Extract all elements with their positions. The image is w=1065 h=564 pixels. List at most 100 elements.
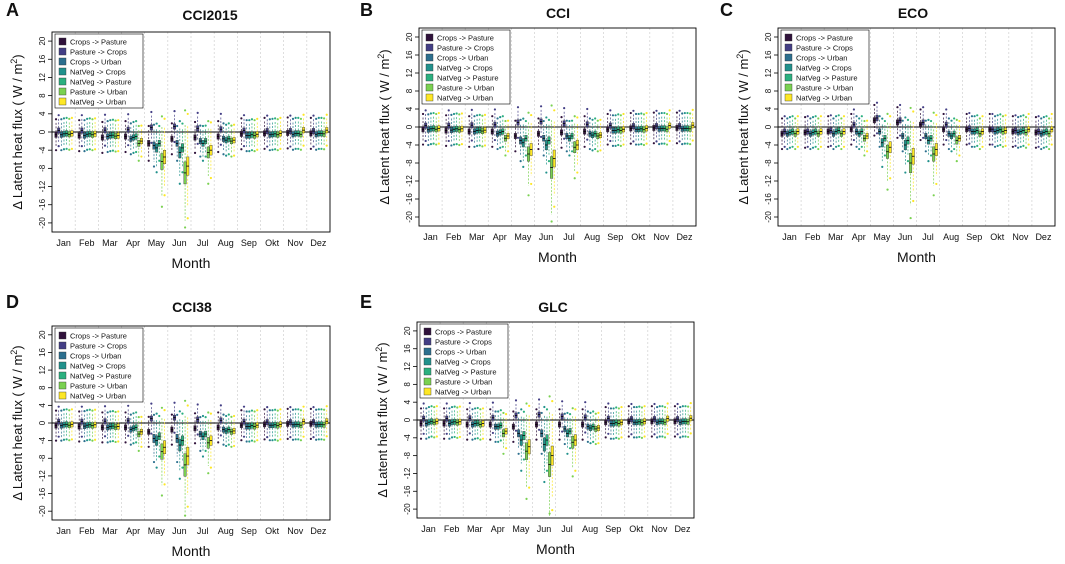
outlier-point [832, 147, 835, 151]
outlier-point [160, 406, 164, 409]
outlier-point [253, 410, 256, 413]
outlier-point [537, 398, 541, 401]
outlier-point [325, 144, 328, 147]
outlier-point [1040, 117, 1043, 120]
outlier-point [242, 114, 246, 117]
outlier-point [476, 406, 479, 410]
outlier-point [137, 124, 140, 128]
outlier-point [312, 114, 315, 117]
outlier-point [1024, 146, 1028, 149]
x-tick-label: Okt [629, 524, 644, 534]
outlier-point [553, 109, 556, 112]
outlier-point [111, 439, 115, 443]
outlier-point [65, 147, 68, 150]
outlier-point [62, 408, 66, 411]
outlier-point [545, 116, 548, 119]
outlier-point [665, 143, 669, 146]
outlier-point [248, 440, 251, 443]
outlier-point [514, 119, 517, 122]
outlier-point [140, 124, 143, 127]
outlier-point [576, 171, 579, 174]
outlier-point [455, 143, 458, 146]
outlier-point [117, 119, 120, 122]
x-tick-label: Feb [79, 238, 95, 248]
outlier-point [443, 437, 446, 440]
outlier-point [111, 149, 115, 152]
outlier-point [566, 411, 569, 415]
outlier-point [927, 118, 930, 121]
outlier-point [101, 151, 104, 155]
outlier-point [176, 460, 179, 464]
outlier-point [217, 150, 220, 154]
outlier-point [689, 143, 692, 146]
outlier-point [421, 112, 425, 116]
outlier-point [684, 435, 687, 438]
outlier-point [294, 408, 297, 411]
outlier-point [622, 143, 625, 146]
outlier-point [904, 116, 907, 119]
outlier-point [842, 115, 846, 118]
outlier-point [996, 144, 999, 147]
legend-label: Pasture -> Crops [437, 44, 494, 53]
outlier-point [640, 406, 644, 409]
outlier-point [576, 116, 579, 119]
outlier-point [566, 452, 569, 455]
outlier-point [266, 145, 269, 148]
legend-swatch [58, 331, 67, 340]
outlier-point [804, 146, 807, 149]
outlier-point [524, 119, 527, 123]
outlier-point [196, 142, 199, 145]
outlier-point [829, 114, 832, 117]
outlier-point [589, 411, 592, 414]
outlier-point [596, 150, 599, 153]
outlier-point [609, 109, 612, 112]
outlier-point [170, 122, 173, 125]
legend-frame [54, 327, 144, 403]
outlier-point [1014, 144, 1017, 147]
outlier-point [681, 435, 684, 438]
outlier-point [289, 406, 292, 409]
outlier-point [83, 119, 86, 122]
outlier-point [806, 145, 809, 148]
outlier-point [117, 410, 120, 413]
outlier-point [427, 405, 431, 409]
outlier-point [437, 111, 440, 115]
y-axis-label-text: Δ Latent heat flux ( W / m [736, 59, 751, 205]
outlier-point [320, 408, 323, 411]
outlier-point [528, 404, 531, 407]
outlier-point [219, 404, 222, 407]
outlier-point [274, 408, 277, 411]
outlier-point [898, 103, 902, 107]
outlier-point [811, 146, 815, 149]
outlier-point [561, 400, 564, 403]
outlier-point [103, 435, 107, 438]
outlier-point [289, 114, 292, 117]
outlier-point [794, 117, 797, 120]
outlier-point [468, 145, 471, 148]
outlier-point [80, 144, 83, 148]
outlier-point [604, 436, 607, 439]
outlier-point [309, 437, 312, 440]
outlier-point [435, 405, 438, 408]
outlier-point [266, 406, 269, 409]
outlier-point [140, 415, 143, 418]
x-tick-label: Mar [469, 232, 485, 242]
legend-swatch [58, 361, 67, 370]
outlier-point [291, 438, 295, 441]
x-tick-label: Apr [491, 524, 505, 534]
legend-label: NatVeg -> Pasture [437, 74, 499, 83]
outlier-point [689, 432, 692, 435]
outlier-point [632, 109, 635, 112]
outlier-point [173, 140, 176, 144]
outlier-point [470, 108, 473, 111]
y-axis-label-text: Δ Latent heat flux ( W / m [10, 64, 25, 210]
outlier-point [558, 408, 561, 411]
outlier-point [424, 109, 427, 112]
y-tick-label: -20 [403, 503, 412, 515]
panel-title: GLC [538, 299, 568, 315]
outlier-point [881, 165, 884, 168]
outlier-point [547, 118, 551, 121]
outlier-point [183, 399, 187, 402]
outlier-point [514, 429, 518, 432]
